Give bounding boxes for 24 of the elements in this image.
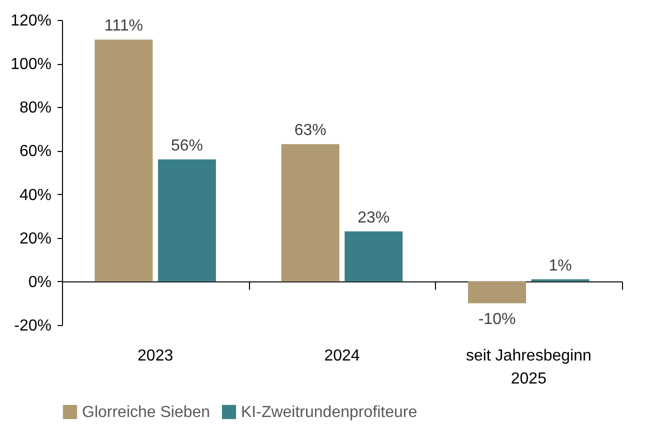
x-tick-label: seit Jahresbeginn 2025 (466, 348, 592, 388)
legend-label: KI-Zweitrundenprofiteure (241, 404, 418, 421)
y-tick-label: 100% (10, 56, 52, 74)
bar (158, 159, 216, 282)
y-tick-label: 120% (10, 12, 52, 30)
data-label: 63% (294, 122, 326, 140)
y-tick-label: 0% (28, 274, 52, 291)
x-tick-label: 2023 (138, 348, 174, 364)
bar (468, 281, 526, 304)
bar (281, 144, 340, 282)
x-tick-label: 2024 (324, 348, 360, 364)
data-label: 56% (170, 137, 203, 154)
data-label: 111% (104, 18, 143, 35)
data-label: 23% (358, 209, 390, 226)
data-label: 1% (548, 257, 572, 274)
legend-label: Glorreiche Sieben (82, 404, 210, 421)
bar (94, 40, 153, 282)
y-tick-label: 20% (19, 230, 52, 248)
y-tick-label: 80% (19, 100, 52, 117)
bar (344, 231, 403, 282)
y-tick-label: 60% (19, 143, 52, 160)
y-tick-label: 40% (19, 186, 52, 204)
y-tick-label: -20% (14, 318, 52, 334)
data-label: -10% (478, 311, 516, 328)
